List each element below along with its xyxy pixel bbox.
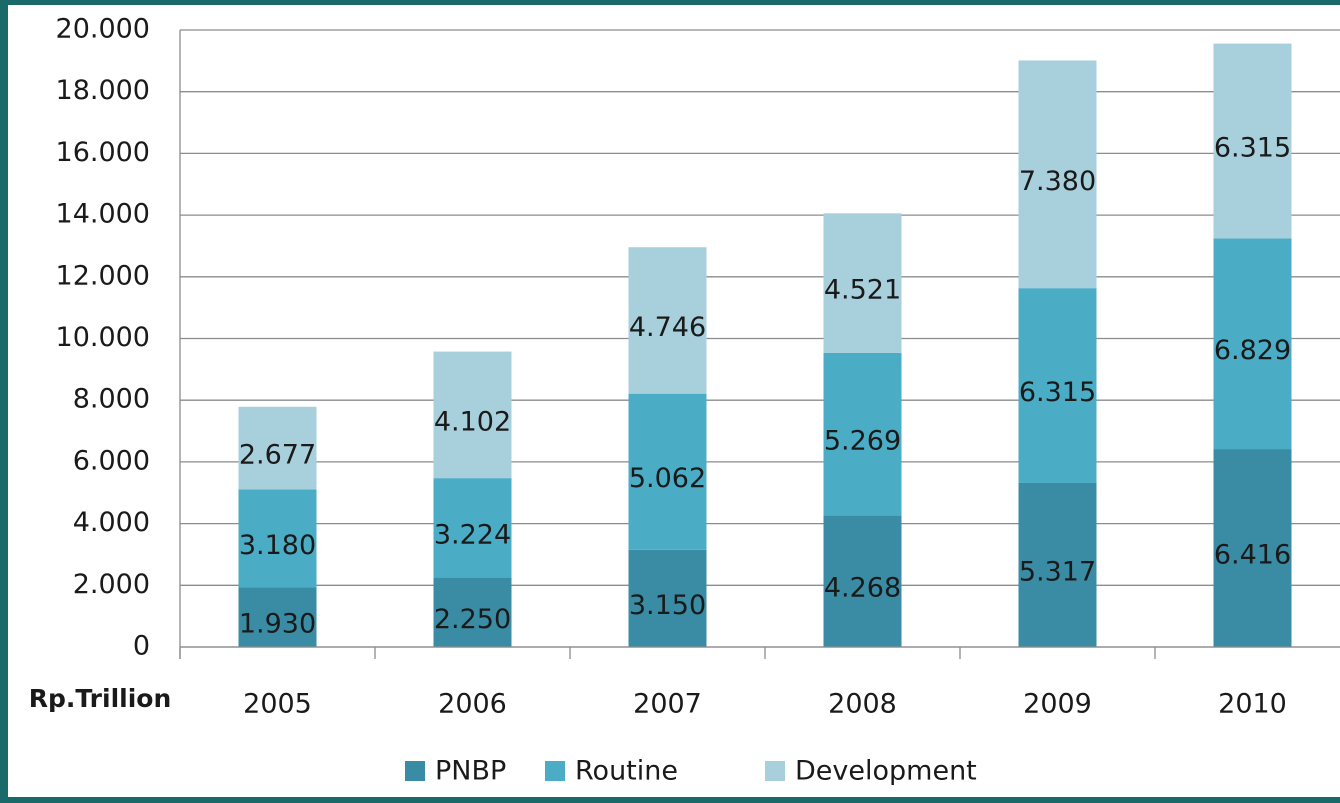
legend-swatch <box>405 761 425 781</box>
data-label: 6.829 <box>1214 335 1291 366</box>
data-label: 2.677 <box>239 440 316 471</box>
bar-segment <box>238 587 317 647</box>
y-tick-label: 16.000 <box>56 137 150 168</box>
x-tick-label: 2007 <box>633 689 702 720</box>
y-tick-label: 14.000 <box>56 199 150 230</box>
data-label: 4.268 <box>824 573 901 604</box>
y-tick-label: 12.000 <box>56 260 150 291</box>
bar-segment <box>238 406 317 490</box>
bar-segment <box>823 515 902 647</box>
legend-label: PNBP <box>435 756 506 787</box>
data-label: 6.416 <box>1214 540 1291 571</box>
data-label: 4.746 <box>629 312 706 343</box>
y-tick-label: 10.000 <box>56 322 150 353</box>
data-label: 4.102 <box>434 406 511 437</box>
bar-segment <box>1018 60 1097 289</box>
bar-segment <box>1213 43 1292 239</box>
data-label: 2.250 <box>434 604 511 635</box>
bar-segment <box>238 489 317 588</box>
data-label: 1.930 <box>239 609 316 640</box>
y-tick-label: 0 <box>133 631 150 662</box>
data-label: 5.317 <box>1019 556 1096 587</box>
data-label: 6.315 <box>1019 377 1096 408</box>
bar-segment <box>823 213 902 353</box>
bar-segment <box>628 549 707 647</box>
legend-swatch <box>545 761 565 781</box>
data-label: 5.269 <box>824 426 901 457</box>
bar-segment <box>1213 238 1292 450</box>
bar-segment <box>1018 288 1097 483</box>
legend-label: Development <box>795 756 977 787</box>
bar-segment <box>628 247 707 394</box>
x-tick-label: 2008 <box>828 689 897 720</box>
bar-segment <box>1018 482 1097 647</box>
y-tick-label: 2.000 <box>73 569 150 600</box>
bar-segment <box>1213 449 1292 647</box>
bar-segment <box>433 478 512 578</box>
y-tick-label: 8.000 <box>73 384 150 415</box>
legend-label: Routine <box>575 756 678 787</box>
data-label: 5.062 <box>629 463 706 494</box>
x-tick-label: 2005 <box>243 689 312 720</box>
x-axis-label: Rp.Trillion <box>29 684 172 713</box>
data-label: 7.380 <box>1019 166 1096 197</box>
bar-segment <box>823 352 902 516</box>
data-label: 4.521 <box>824 275 901 306</box>
y-tick-label: 20.000 <box>56 14 150 45</box>
x-tick-label: 2010 <box>1218 689 1287 720</box>
legend-swatch <box>765 761 785 781</box>
bar-segment <box>433 351 512 479</box>
x-tick-label: 2006 <box>438 689 507 720</box>
y-tick-label: 6.000 <box>73 445 150 476</box>
bar-segment <box>628 393 707 550</box>
x-tick-label: 2009 <box>1023 689 1092 720</box>
data-label: 3.150 <box>629 590 706 621</box>
y-tick-label: 4.000 <box>73 507 150 538</box>
y-tick-label: 18.000 <box>56 75 150 106</box>
data-label: 3.180 <box>239 530 316 561</box>
data-label: 3.224 <box>434 519 511 550</box>
data-label: 6.315 <box>1214 132 1291 163</box>
bar-segment <box>433 577 512 647</box>
